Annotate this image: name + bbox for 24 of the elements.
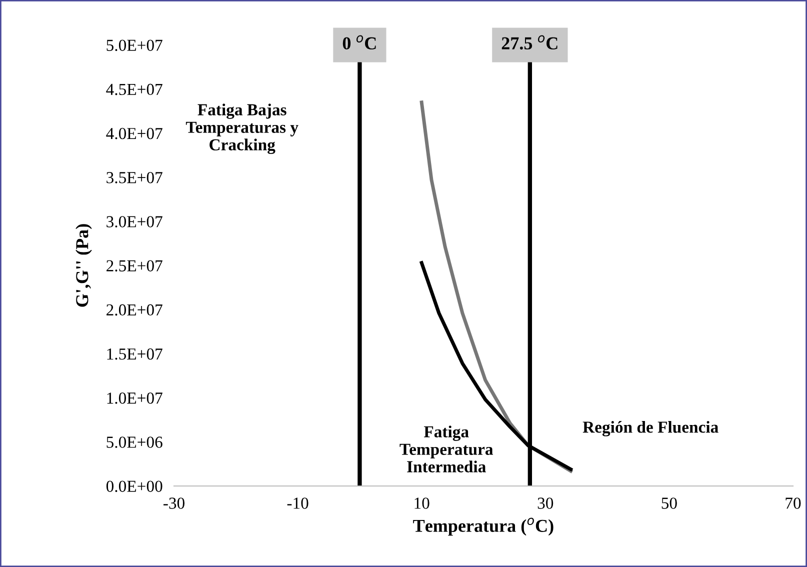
ref-line-label: 27.5 $^{o}$C: [502, 35, 558, 50]
x-tick-label: -30: [164, 498, 184, 509]
y-tick-label: 2.5E+07: [106, 260, 162, 272]
x-axis-title: Temperatura ($^{o}$C): [413, 518, 554, 536]
y-tick-label: 1.0E+07: [107, 392, 162, 404]
x-tick-label: 70: [786, 498, 801, 509]
y-tick-label: 5.0E+07: [106, 40, 162, 52]
y-tick-label: 4.0E+07: [106, 128, 162, 140]
ref-line-label: 0 $^{o}$C: [342, 35, 376, 50]
y-axis-title: G',G'' (Pa): [76, 224, 92, 307]
y-tick-label: 5.0E+06: [106, 436, 162, 448]
y-tick-label: 1.5E+07: [107, 348, 162, 360]
annotation: Región de Fluencia: [582, 421, 718, 436]
y-tick-label: 4.5E+07: [106, 84, 162, 96]
y-tick-label: 3.5E+07: [106, 172, 162, 184]
y-tick-label: 2.0E+07: [106, 304, 162, 316]
x-tick-label: -10: [287, 498, 308, 509]
annotation: Fatiga Temperatura Intermedia: [400, 426, 494, 472]
x-tick-label: 30: [538, 498, 554, 509]
y-tick-label: 0.0E+00: [106, 480, 162, 492]
x-tick-label: 50: [662, 498, 677, 509]
y-tick-label: 3.0E+07: [106, 216, 162, 228]
x-tick-label: 10: [414, 498, 430, 509]
annotation: Fatiga Bajas Temperaturas y Cracking: [186, 104, 298, 154]
